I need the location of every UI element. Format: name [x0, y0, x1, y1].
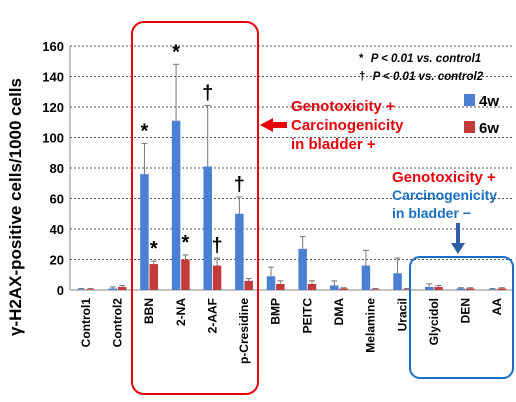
- x-tick-label-BMP: BMP: [269, 298, 283, 325]
- marker-4w-2-NA: *: [172, 41, 180, 63]
- bar-layer: [76, 63, 507, 291]
- significance-markers: * * † † * * †: [141, 41, 245, 260]
- x-tick-label-Melamine: Melamine: [364, 298, 378, 353]
- positive-group-box: [131, 21, 259, 395]
- y-tick-label-100: 100: [42, 131, 64, 146]
- note-2-symbol: †: [359, 71, 365, 83]
- bar-6w-Glycidol: [434, 286, 443, 290]
- bar-4w-2-NA: [171, 120, 181, 290]
- x-tick-label-BBN: BBN: [142, 298, 156, 324]
- positive-arrow: [260, 118, 287, 132]
- negative-annotation: Genotoxicity + Carcinogenicity in bladde…: [392, 169, 514, 379]
- negative-arrow-head: [451, 243, 465, 254]
- bar-6w-2-AAF: [212, 265, 222, 290]
- x-tick-label-Uracil: Uracil: [395, 298, 409, 331]
- legend-label-4w: 4w: [479, 93, 499, 110]
- bar-6w-Uracil: [402, 289, 412, 291]
- note-1: * P < 0.01 vs. control1: [359, 53, 481, 65]
- y-tick-label-140: 140: [42, 70, 64, 85]
- bar-4w-Control2: [108, 288, 118, 290]
- x-tick-label-p-Cresidine: p-Cresidine: [237, 298, 251, 364]
- negative-arrow-shaft: [456, 223, 460, 245]
- bar-4w-DEN: [456, 288, 466, 290]
- note-2: † P < 0.01 vs. control2: [359, 71, 484, 83]
- x-tick-label-Control2: Control2: [110, 298, 124, 348]
- marker-4w-BBN: *: [141, 121, 149, 143]
- bar-4w-DMA: [330, 285, 339, 290]
- x-tick-label-Control1: Control1: [79, 298, 93, 348]
- bar-6w-Control1: [86, 289, 95, 291]
- bar-6w-AA: [497, 288, 507, 290]
- note-1-text: P < 0.01 vs. control1: [371, 53, 481, 65]
- bar-4w-BBN: [140, 174, 149, 290]
- bar-6w-DEN: [465, 288, 475, 290]
- bar-4w-Glycidol: [424, 286, 434, 290]
- x-tick-label-2-AAF: 2-AAF: [205, 298, 219, 333]
- y-tick-label-0: 0: [57, 283, 64, 298]
- positive-annotation: Genotoxicity + Carcinogenicity in bladde…: [131, 21, 404, 395]
- x-tick-label-DEN: DEN: [459, 298, 473, 323]
- bar-4w-AA: [488, 289, 497, 291]
- negative-annotation-line-3: in bladder −: [392, 205, 471, 221]
- bar-6w-Melamine: [371, 289, 380, 291]
- x-tick-label-PEITC: PEITC: [300, 298, 314, 334]
- bar-6w-PEITC: [307, 283, 317, 290]
- y-tick-label-40: 40: [50, 222, 64, 237]
- legend-label-6w: 6w: [479, 120, 499, 137]
- legend-swatch-6w: [464, 121, 475, 133]
- negative-annotation-line-2: Carcinogenicity: [392, 187, 497, 203]
- y-tick-label-20: 20: [50, 253, 64, 268]
- y-tick-label-160: 160: [42, 39, 64, 54]
- note-2-text: P < 0.01 vs. control2: [373, 71, 484, 83]
- category-labels: Control1 Control2 BBN 2-NA 2-AAF p-Cresidine B…: [79, 298, 504, 364]
- legend-swatch-4w: [464, 94, 475, 106]
- bar-4w-BMP: [266, 276, 276, 290]
- note-1-symbol: *: [359, 53, 364, 65]
- bar-4w-PEITC: [298, 248, 307, 290]
- marker-4w-p-Cresidine: †: [234, 174, 245, 196]
- positive-annotation-line-1: Genotoxicity +: [291, 98, 395, 115]
- x-tick-label-DMA: DMA: [332, 298, 346, 326]
- x-tick-label-AA: AA: [490, 298, 504, 316]
- bar-4w-Control1: [76, 289, 86, 291]
- marker-6w-BBN: *: [150, 238, 158, 260]
- footnotes: * P < 0.01 vs. control1 † P < 0.01 vs. c…: [359, 53, 484, 83]
- bar-6w-BMP: [276, 283, 285, 290]
- x-tick-label-Glycidol: Glycidol: [427, 298, 441, 345]
- marker-6w-2-AAF: †: [212, 235, 223, 257]
- y-tick-label-80: 80: [50, 161, 64, 176]
- x-tick-label-2-NA: 2-NA: [174, 298, 188, 326]
- marker-4w-2-AAF: †: [202, 82, 213, 104]
- bar-4w-2-AAF: [203, 166, 212, 290]
- legend: 4w 6w: [464, 93, 499, 137]
- bar-4w-Uracil: [393, 273, 402, 290]
- negative-group-box: [409, 256, 514, 379]
- bar-6w-2-NA: [181, 259, 190, 290]
- y-axis-label: γ-H2AX-positive cells/1000 cells: [6, 78, 25, 336]
- bar-4w-p-Cresidine: [235, 213, 244, 290]
- bar-6w-BBN: [149, 264, 159, 290]
- positive-annotation-line-3: in bladder +: [291, 136, 376, 153]
- bar-6w-Control2: [117, 286, 127, 290]
- positive-annotation-line-2: Carcinogenicity: [291, 117, 404, 134]
- marker-6w-2-NA: *: [182, 232, 190, 254]
- y-tick-label-60: 60: [50, 192, 64, 207]
- negative-annotation-line-1: Genotoxicity +: [392, 169, 496, 186]
- y-tick-label-120: 120: [42, 100, 64, 115]
- bar-6w-p-Cresidine: [244, 280, 253, 290]
- bar-6w-DMA: [339, 288, 348, 290]
- bar-4w-Melamine: [361, 265, 371, 290]
